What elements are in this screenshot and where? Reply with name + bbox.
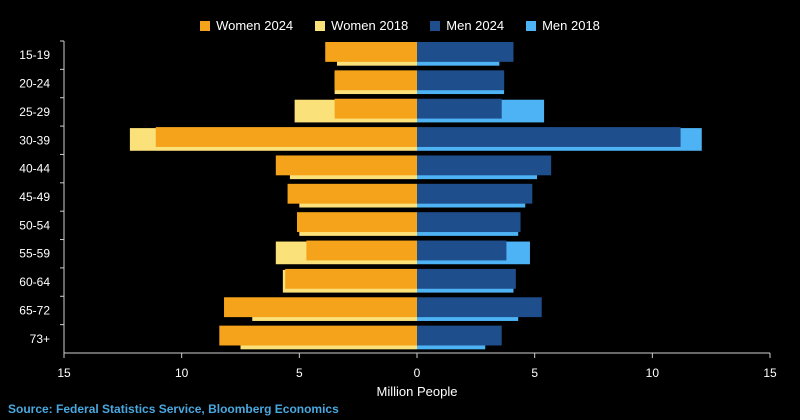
x-tick-label: 5 — [296, 366, 303, 380]
legend-item: Men 2018 — [526, 18, 600, 33]
y-tick-label: 25-29 — [19, 105, 50, 119]
bar-men-2024 — [417, 42, 514, 62]
bar-women-2024 — [219, 325, 417, 346]
legend-label: Women 2018 — [331, 18, 409, 33]
source-note: Source: Federal Statistics Service, Bloo… — [8, 402, 339, 416]
y-tick-label: 15-19 — [19, 48, 50, 62]
bar-women-2024 — [224, 297, 417, 318]
x-tick-label: 0 — [414, 366, 421, 380]
bar-men-2024 — [417, 268, 516, 289]
bar-women-2024 — [275, 155, 417, 176]
bar-men-2024 — [417, 297, 542, 318]
bar-men-2024 — [417, 155, 552, 176]
x-tick-label: 15 — [57, 366, 71, 380]
y-tick-label: 73+ — [30, 332, 50, 346]
bar-women-2024 — [285, 268, 417, 289]
y-tick-label: 20-24 — [19, 77, 50, 91]
bar-men-2024 — [417, 325, 502, 346]
bar-men-2024 — [417, 240, 507, 261]
bar-men-2024 — [417, 98, 502, 119]
legend-item: Men 2024 — [430, 18, 504, 33]
y-tick-label: 60-64 — [19, 275, 50, 289]
x-axis-title: Million People — [377, 384, 458, 399]
y-tick-label: 30-39 — [19, 133, 50, 147]
legend-label: Men 2018 — [542, 18, 600, 33]
bar-women-2024 — [306, 240, 417, 261]
bar-women-2024 — [296, 212, 417, 233]
y-tick-label: 55-59 — [19, 247, 50, 261]
chart-legend: Women 2024 Women 2018 Men 2024 Men 2018 — [0, 18, 800, 33]
legend-label: Women 2024 — [216, 18, 294, 33]
bar-men-2024 — [417, 183, 533, 204]
legend-swatch — [315, 20, 326, 31]
bar-women-2024 — [334, 70, 417, 91]
legend-item: Women 2024 — [200, 18, 293, 33]
x-tick-label: 10 — [175, 366, 189, 380]
x-tick-label: 5 — [531, 366, 538, 380]
y-tick-label: 50-54 — [19, 218, 50, 232]
y-tick-label: 65-72 — [19, 303, 50, 317]
bar-women-2024 — [334, 98, 417, 119]
legend-item: Women 2018 — [315, 18, 408, 33]
bar-women-2024 — [287, 183, 417, 204]
legend-swatch — [200, 20, 211, 31]
bar-women-2024 — [155, 127, 417, 147]
legend-swatch — [430, 20, 441, 31]
bar-women-2024 — [325, 42, 417, 62]
bar-men-2024 — [417, 212, 521, 233]
legend-label: Men 2024 — [446, 18, 505, 33]
x-tick-label: 10 — [646, 366, 660, 380]
legend-swatch — [526, 20, 537, 31]
bar-men-2024 — [417, 127, 681, 147]
y-tick-label: 45-49 — [19, 190, 50, 204]
x-tick-label: 15 — [763, 366, 777, 380]
y-tick-label: 40-44 — [19, 162, 50, 176]
bar-men-2024 — [417, 70, 505, 91]
